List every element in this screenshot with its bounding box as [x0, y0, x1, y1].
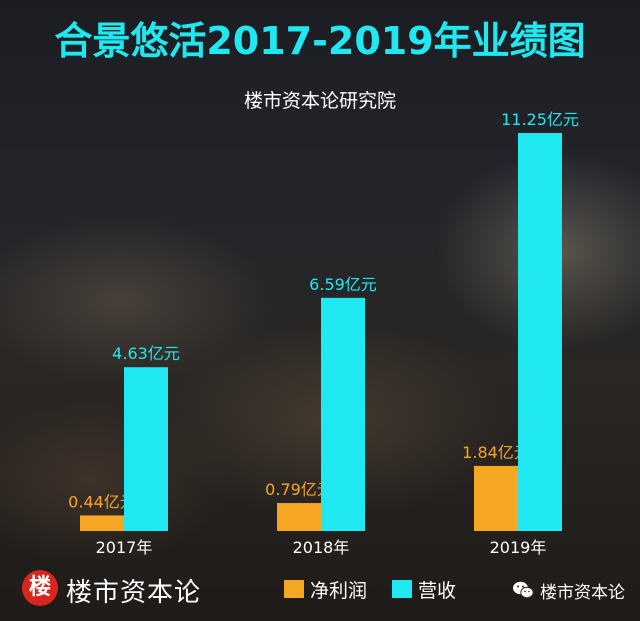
- x-tick-label-1: 2018年: [293, 538, 350, 557]
- legend-label-net-profit: 净利润: [310, 580, 368, 602]
- chart-subtitle: 楼市资本论研究院: [243, 90, 396, 112]
- bar-revenue-0: [124, 367, 168, 531]
- bar-net-profit-1: [277, 503, 321, 531]
- data-label-revenue-1: 6.59亿元: [309, 275, 377, 294]
- wechat-icon: [513, 581, 534, 599]
- data-label-net-profit-1: 0.79亿元: [265, 480, 333, 499]
- wechat-account-name: 楼市资本论: [540, 583, 625, 603]
- legend-swatch-revenue: [392, 580, 412, 598]
- brand-name: 楼市资本论: [66, 578, 202, 608]
- bar-revenue-1: [321, 297, 365, 531]
- brand-badge: 楼: [22, 570, 58, 606]
- bar-chart: 0.44亿元 4.63亿元 2017年 0.79亿元 6.59亿元 2018年 1.84亿元…: [68, 110, 579, 557]
- bar-net-profit-2: [474, 465, 518, 531]
- legend-swatch-net-profit: [284, 580, 304, 598]
- data-label-net-profit-2: 1.84亿元: [462, 443, 530, 462]
- data-label-net-profit-0: 0.44亿元: [68, 492, 136, 511]
- bar-net-profit-0: [80, 515, 124, 531]
- legend-label-revenue: 营收: [418, 580, 457, 602]
- x-tick-label-0: 2017年: [96, 538, 153, 557]
- chart-title: 合景悠活2017-2019年业绩图: [54, 19, 586, 63]
- footer-bar: 楼 楼市资本论 净利润 营收 楼市资本论: [0, 566, 640, 621]
- x-tick-label-2: 2019年: [490, 538, 547, 557]
- data-label-revenue-2: 11.25亿元: [501, 110, 579, 129]
- data-label-revenue-0: 4.63亿元: [112, 344, 180, 363]
- bar-revenue-2: [518, 133, 562, 531]
